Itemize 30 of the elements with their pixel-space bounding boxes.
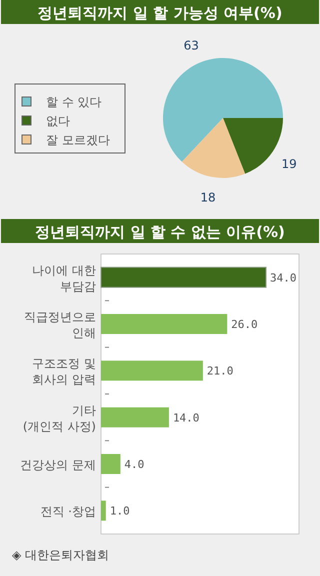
y-tick-label: 직급정년으로 인해 (24, 310, 96, 340)
y-tick-label: 기타 (개인적 사정) (22, 403, 96, 434)
bar (101, 314, 228, 334)
data-label: 21.0 (206, 364, 234, 378)
pie-slice (223, 118, 283, 174)
chart-title: 정년퇴직까지 일 할 가능성 여부(%) (38, 4, 282, 22)
bar (101, 500, 106, 521)
bar (101, 360, 203, 381)
text: ◈ 대한은퇴자협회 (12, 548, 110, 562)
y-tick-label: 전직 ·창업 (40, 504, 96, 519)
data-label: 26.0 (231, 318, 258, 331)
y-tick-label: 건강상의 문제 (20, 458, 96, 472)
data-label: 1.0 (110, 504, 130, 518)
legend-label: 할 수 있다 (46, 95, 102, 109)
legend-label: 없다 (46, 114, 70, 128)
pie-slice (182, 118, 246, 178)
data-label: 34.0 (270, 271, 296, 284)
y-tick-label: 구조조정 및 회사의 압력 (32, 356, 96, 387)
data-label: 19 (282, 156, 297, 171)
bar (101, 407, 169, 428)
y-tick-label: 나이에 대한 부담감 (32, 263, 96, 294)
legend-label: 잘 모르겠다 (46, 133, 110, 147)
bar (101, 454, 120, 474)
bar (100, 266, 266, 288)
data-label: 63 (184, 38, 199, 53)
chart-title: 정년퇴직까지 일 할 수 없는 이유(%) (35, 223, 285, 241)
data-label: 14.0 (172, 411, 200, 424)
data-label: 18 (200, 190, 216, 205)
pie-slice (163, 58, 283, 162)
data-label: 4.0 (124, 458, 144, 471)
